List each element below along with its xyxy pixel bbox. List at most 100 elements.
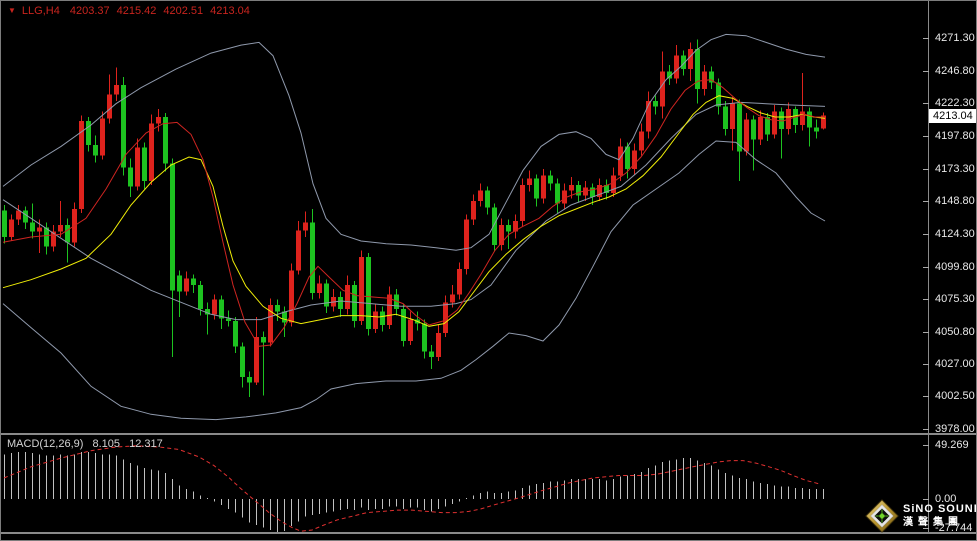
- candle-body: [170, 163, 175, 291]
- price-axis-tick: [923, 267, 929, 268]
- candle-body: [261, 336, 266, 343]
- candle-body: [205, 308, 210, 315]
- candle-body: [212, 299, 217, 315]
- macd-main-value: 8.105: [92, 438, 121, 450]
- candle-body: [191, 278, 196, 285]
- candle-body: [520, 185, 525, 222]
- candle-body: [534, 178, 539, 199]
- candle-body: [450, 294, 455, 303]
- diamond-logo-icon: [865, 499, 899, 533]
- price-axis-tick: [923, 234, 929, 235]
- price-axis-label: 4050.80: [935, 326, 975, 338]
- candle-body: [422, 323, 427, 352]
- candle-body: [737, 103, 742, 152]
- current-price-value: 4213.04: [933, 110, 973, 122]
- candle-body: [555, 183, 560, 204]
- candle-body: [121, 85, 126, 168]
- candle-body: [744, 119, 749, 152]
- symbol-timeframe-label: LLG,H4: [21, 5, 60, 17]
- candle-body: [611, 175, 616, 194]
- price-axis-tick: [923, 299, 929, 300]
- candle-body: [86, 121, 91, 146]
- price-axis-tick: [923, 103, 929, 104]
- pane-separator[interactable]: [1, 433, 976, 435]
- macd-axis-tick: [923, 499, 929, 500]
- price-axis-label: 4173.30: [935, 163, 975, 175]
- candle-body: [513, 221, 518, 232]
- candle-body: [625, 146, 630, 170]
- candle-body: [653, 101, 658, 107]
- macd-axis-tick: [923, 445, 929, 446]
- price-axis-label: 4075.30: [935, 293, 975, 305]
- ma-red-line: [2, 79, 825, 347]
- macd-indicator-label: MACD(12,26,9) 8.105 12.317: [7, 438, 169, 450]
- open-value: 4203.37: [69, 5, 110, 17]
- candle-body: [345, 284, 350, 309]
- close-value: 4213.04: [210, 5, 250, 17]
- candle-body: [478, 190, 483, 202]
- candle-body: [226, 318, 231, 321]
- macd-axis-label: 0.00: [935, 493, 957, 505]
- candle-body: [30, 222, 35, 232]
- candle-body: [618, 146, 623, 176]
- candle-body: [639, 131, 644, 151]
- dropdown-arrow-icon[interactable]: ▼: [8, 6, 16, 15]
- candle-body: [142, 147, 147, 182]
- candle-body: [590, 187, 595, 198]
- macd-axis-label: 49.269: [935, 439, 969, 451]
- candle-body: [310, 222, 315, 293]
- candle-body: [541, 175, 546, 199]
- candle-body: [800, 111, 805, 126]
- candle-body: [499, 225, 504, 245]
- chart-title: ▼ LLG,H4 4203.37 4215.42 4202.51 4213.04: [8, 5, 257, 17]
- candle-body: [324, 283, 329, 307]
- price-axis-tick: [923, 396, 929, 397]
- candle-body: [268, 304, 273, 343]
- candle-body: [289, 270, 294, 323]
- macd-signal-value: 12.317: [129, 438, 163, 450]
- candle-body: [604, 185, 609, 194]
- price-axis-tick: [923, 364, 929, 365]
- candle-body: [660, 71, 665, 107]
- price-axis-label: 4271.30: [935, 32, 975, 44]
- candle-body: [646, 101, 651, 132]
- candle-body: [716, 82, 721, 107]
- candle-body: [156, 117, 161, 124]
- bollinger-lower-line: [2, 140, 826, 421]
- candle-body: [254, 336, 259, 383]
- candle-body: [303, 222, 308, 231]
- candles-layer: [2, 39, 826, 397]
- current-price-tag: 4213.04: [929, 109, 976, 123]
- macd-name: MACD(12,26,9): [7, 438, 84, 450]
- brand-name-chinese: 漢聲集團: [903, 517, 963, 528]
- candle-body: [149, 123, 154, 182]
- bollinger-middle-line: [2, 101, 826, 321]
- price-axis-label: 3978.00: [935, 423, 975, 435]
- candle-body: [233, 320, 238, 347]
- candle-body: [219, 299, 224, 319]
- candle-body: [275, 304, 280, 312]
- price-axis-tick: [923, 136, 929, 137]
- price-axis-tick: [923, 332, 929, 333]
- price-axis-tick: [923, 71, 929, 72]
- candle-body: [58, 225, 63, 232]
- candle-body: [16, 210, 21, 220]
- candle-body: [51, 231, 56, 247]
- candle-body: [23, 210, 28, 223]
- price-axis-label: 4099.80: [935, 261, 975, 273]
- candle-body: [681, 55, 686, 70]
- ma-yellow-line: [2, 95, 826, 327]
- candle-body: [247, 376, 252, 383]
- candle-body: [184, 278, 189, 292]
- candle-body: [44, 227, 49, 247]
- candle-body: [485, 190, 490, 208]
- price-axis-label: 4197.80: [935, 130, 975, 142]
- macd-axis-tick: [923, 528, 929, 529]
- candle-body: [576, 185, 581, 196]
- candle-body: [569, 185, 574, 191]
- candle-body: [401, 308, 406, 341]
- candle-body: [352, 284, 357, 321]
- candle-body: [674, 55, 679, 79]
- price-axis-label: 4124.30: [935, 228, 975, 240]
